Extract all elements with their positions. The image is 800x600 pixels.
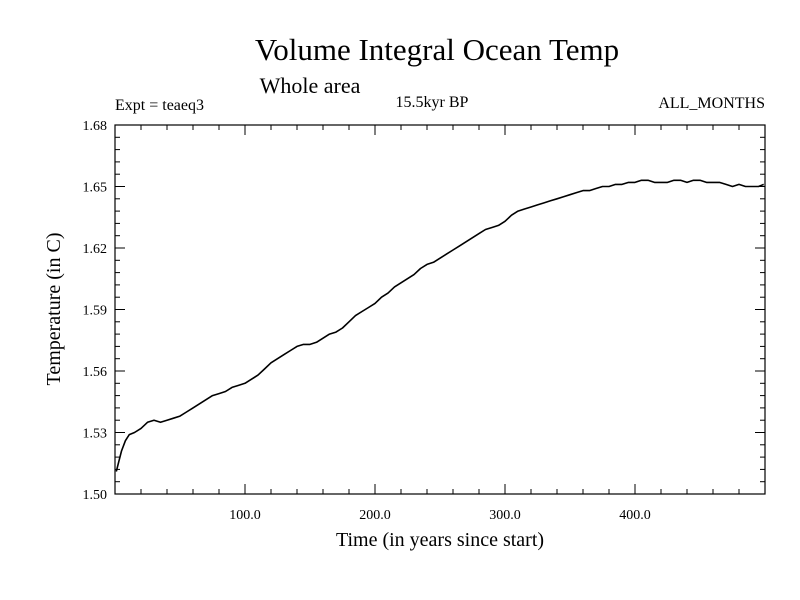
y-tick-label: 1.56 bbox=[83, 365, 108, 380]
y-axis-label: Temperature (in C) bbox=[43, 233, 65, 386]
season-label: ALL_MONTHS bbox=[658, 95, 765, 112]
chart-title: Volume Integral Ocean Temp bbox=[255, 32, 619, 67]
x-axis-ticks bbox=[140, 125, 740, 494]
x-axis-label: Time (in years since start) bbox=[336, 529, 544, 551]
x-tick-label: 100.0 bbox=[229, 508, 261, 523]
x-axis-tick-labels: 100.0 200.0 300.0 400.0 bbox=[229, 508, 651, 523]
y-tick-label: 1.65 bbox=[83, 181, 108, 196]
plot-frame bbox=[114, 124, 766, 495]
y-tick-label: 1.53 bbox=[83, 427, 108, 442]
chart-subtitle: Whole area bbox=[260, 73, 361, 98]
y-tick-label: 1.59 bbox=[83, 304, 108, 319]
y-tick-label: 1.68 bbox=[83, 119, 108, 134]
x-tick-label: 200.0 bbox=[359, 508, 391, 523]
y-tick-label: 1.62 bbox=[83, 242, 108, 257]
y-axis-tick-labels: 1.50 1.53 1.56 1.59 1.62 1.65 1.68 bbox=[83, 119, 108, 503]
x-tick-label: 300.0 bbox=[489, 508, 521, 523]
series-line bbox=[115, 179, 764, 472]
y-axis-ticks bbox=[115, 124, 765, 495]
period-label: 15.5kyr BP bbox=[396, 94, 469, 111]
experiment-label: Expt = teaeq3 bbox=[115, 97, 204, 114]
x-tick-label: 400.0 bbox=[619, 508, 651, 523]
series-layer bbox=[115, 179, 764, 472]
y-tick-label: 1.50 bbox=[83, 488, 108, 503]
